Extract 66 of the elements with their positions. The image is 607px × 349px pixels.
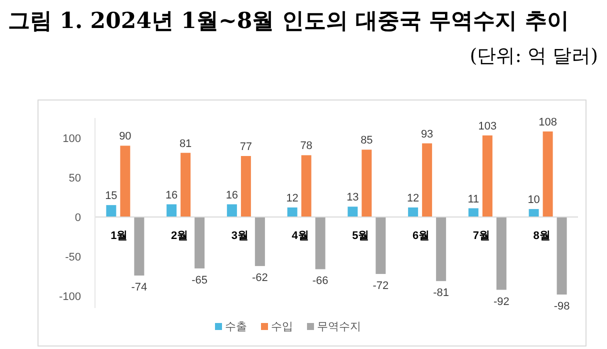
bar xyxy=(468,208,478,217)
bar xyxy=(482,135,492,217)
bar xyxy=(287,207,298,217)
data-label: -72 xyxy=(372,280,389,292)
data-label: 11 xyxy=(468,193,480,206)
bar xyxy=(254,216,265,266)
data-label: 16 xyxy=(165,189,178,202)
x-tick-label: 8월 xyxy=(533,230,550,242)
bar xyxy=(436,216,446,282)
bar xyxy=(528,209,539,217)
bar xyxy=(348,206,358,217)
y-tick-label: -50 xyxy=(65,252,81,264)
data-label: 13 xyxy=(346,192,359,204)
bar xyxy=(496,216,506,290)
bar xyxy=(362,150,372,217)
data-label: -92 xyxy=(493,296,510,308)
x-tick-label: 7월 xyxy=(472,230,490,242)
y-tick-label: -100 xyxy=(58,291,81,304)
y-tick-label: 100 xyxy=(62,132,81,145)
x-tick-label: 4월 xyxy=(292,230,309,242)
data-label: -66 xyxy=(312,275,328,288)
data-label: -62 xyxy=(252,272,268,284)
bar xyxy=(240,156,251,217)
bar xyxy=(556,216,567,295)
bar xyxy=(226,204,237,217)
bar xyxy=(542,131,553,217)
bar xyxy=(166,204,177,217)
y-tick-label: 0 xyxy=(74,212,81,224)
data-label: 15 xyxy=(105,190,118,202)
data-label: 16 xyxy=(226,189,238,202)
data-label: -81 xyxy=(433,287,450,300)
x-tick-label: 1월 xyxy=(110,230,128,242)
data-label: -98 xyxy=(554,300,570,313)
data-label: 12 xyxy=(286,192,298,204)
data-label: 85 xyxy=(360,134,373,147)
bar xyxy=(194,216,205,268)
data-label: 103 xyxy=(478,120,497,132)
legend-label: 무역수지 xyxy=(317,321,361,333)
x-tick-label: 5월 xyxy=(352,230,370,242)
bar xyxy=(134,216,144,276)
legend-label: 수출 xyxy=(225,321,247,333)
bar xyxy=(180,152,191,217)
legend-label: 수입 xyxy=(271,321,293,333)
data-label: 90 xyxy=(119,130,132,143)
data-label: 77 xyxy=(240,141,252,153)
x-tick-label: 2월 xyxy=(171,230,188,242)
data-label: -74 xyxy=(131,282,148,294)
data-label: 78 xyxy=(300,140,312,152)
data-label: 93 xyxy=(420,128,434,140)
bar xyxy=(301,155,312,217)
data-label: 10 xyxy=(528,194,540,206)
chart-subtitle: (단위: 억 달러) xyxy=(470,45,598,67)
data-label: 12 xyxy=(406,192,420,204)
x-tick-label: 6월 xyxy=(412,230,430,242)
data-label: 108 xyxy=(538,116,557,128)
data-label: 81 xyxy=(179,138,192,150)
bar xyxy=(408,207,418,217)
bar xyxy=(315,216,326,270)
bar xyxy=(422,143,432,217)
y-tick-label: 50 xyxy=(68,172,81,184)
x-tick-label: 3월 xyxy=(231,230,248,242)
data-label: -65 xyxy=(192,274,208,286)
bar xyxy=(376,216,386,274)
bar xyxy=(106,205,116,217)
chart-title: 그림 1. 2024년 1월~8월 인도의 대중국 무역수지 추이 xyxy=(8,8,569,34)
bar xyxy=(120,146,130,217)
